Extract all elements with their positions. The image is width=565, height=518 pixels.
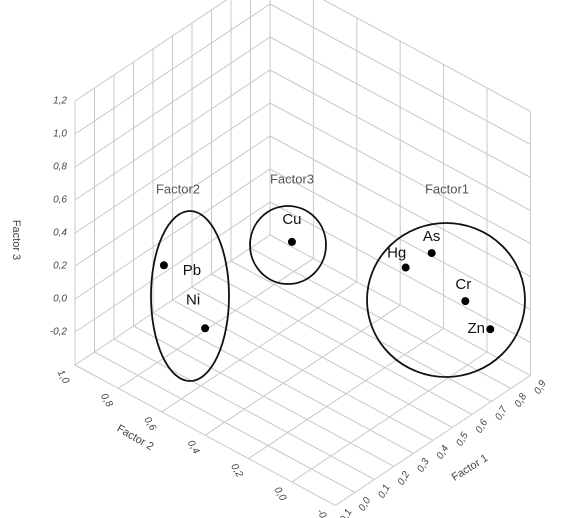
grid-line [74,201,271,333]
x-tick-label: 0,3 [415,456,432,474]
grid-line [291,351,488,483]
grid-line [74,102,271,234]
x-tick-label: 0,7 [493,404,510,422]
x-tick-label: 0,0 [357,495,374,513]
z-tick-label: 1,0 [53,129,67,140]
point [159,261,168,270]
grid-line [74,0,228,102]
group-label: Factor1 [425,181,469,196]
group-ellipse [249,205,327,285]
grid-line [248,328,444,460]
y-tick-label: 0,4 [185,438,202,456]
grid-line [74,36,271,168]
grid-line [269,135,531,277]
grid-line [335,374,531,506]
point-label: Cr [455,276,471,293]
z-tick-label: 0,0 [53,294,67,305]
point-label: As [423,228,441,245]
z-tick-label: 0,6 [53,195,67,206]
y-tick-label: 1,0 [55,368,72,386]
grid-line [74,234,271,366]
grid-line [74,168,271,300]
z-tick-label: 1,2 [53,96,67,107]
y-tick-label: 0,2 [228,462,245,480]
grid-line [269,3,531,145]
group-ellipse [150,210,230,382]
y-tick-label: 0,6 [141,415,158,433]
grid-line [322,0,531,112]
x-tick-label: -0,1 [336,507,354,518]
x-axis-title: Factor 1 [450,452,491,484]
grid-line [74,3,271,135]
grid-line [269,69,531,211]
y-tick-label: -0,2 [314,507,332,518]
point [461,297,470,306]
x-tick-label: 0,1 [376,483,392,501]
grid-line [269,168,531,310]
grid-line [118,257,314,389]
z-tick-label: 0,4 [53,228,67,239]
grid-line [269,36,531,178]
point-label: Hg [387,244,406,261]
grid-line [161,281,358,413]
y-tick-label: 0,8 [98,392,115,410]
group-label: Factor2 [156,181,200,196]
point [486,325,495,334]
grid-line [74,135,271,267]
x-tick-label: 0,6 [474,417,491,435]
point-label: Ni [186,291,200,308]
grid-line [269,102,531,244]
point [287,237,296,246]
point-label: Cu [282,211,301,228]
point [401,263,410,272]
point-label: Zn [468,320,486,337]
x-tick-label: 0,9 [532,378,549,396]
grid-line [204,304,401,436]
group-ellipse [366,222,526,378]
z-tick-label: 0,8 [53,162,67,173]
z-tick-label: -0,2 [50,327,68,338]
x-tick-label: 0,4 [435,443,452,461]
grid-line [74,69,271,201]
grid [74,0,531,506]
grid-line [269,201,531,343]
x-tick-label: 0,8 [513,391,530,409]
x-tick-label: 0,5 [454,430,471,448]
z-axis-title: Factor 3 [10,220,22,260]
group-label: Factor3 [270,171,314,186]
z-tick-label: 0,2 [53,261,67,272]
y-tick-label: 0,0 [272,485,289,503]
point-label: Pb [183,262,201,279]
point [201,324,210,333]
x-tick-label: 0,2 [396,469,413,487]
point [427,249,436,258]
